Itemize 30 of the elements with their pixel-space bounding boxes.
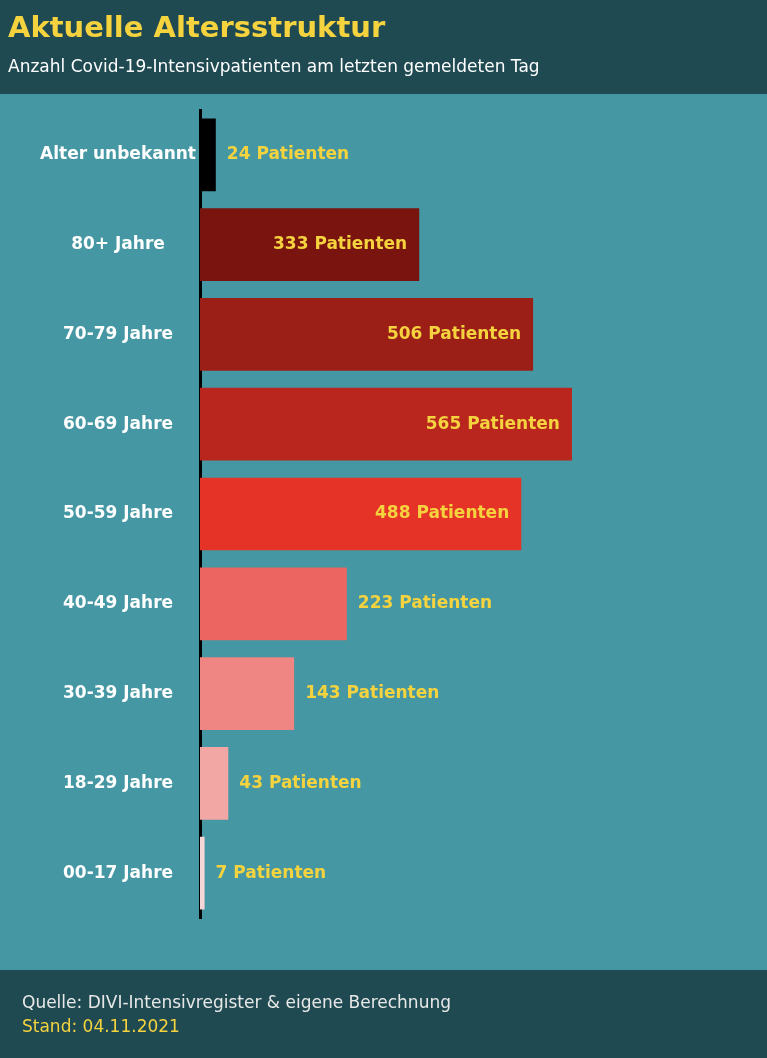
- data-label: 7 Patienten: [215, 861, 327, 882]
- bar: [200, 387, 572, 461]
- data-label: 333 Patienten: [272, 233, 408, 254]
- data-label: 24 Patienten: [226, 143, 350, 164]
- bar: [200, 477, 522, 551]
- source-note: Quelle: DIVI-Intensivregister & eigene Berechnung: [22, 991, 452, 1014]
- data-label: 565 Patienten: [425, 412, 560, 433]
- y-tick-label: 60-69 Jahre: [62, 412, 174, 433]
- bar: [200, 746, 229, 820]
- bar: [200, 208, 420, 282]
- bar: [200, 298, 534, 371]
- y-tick-label: 00-17 Jahre: [62, 861, 174, 882]
- chart-subtitle: Anzahl Covid-19-Intensivpatienten am letzten gemeldeten Tag: [8, 56, 541, 76]
- y-tick-label: 40-49 Jahre: [62, 592, 174, 613]
- y-tick-label: Alter unbekannt: [40, 143, 197, 164]
- data-label: 488 Patienten: [375, 502, 510, 523]
- data-label: 506 Patienten: [386, 322, 522, 343]
- bar: [200, 836, 205, 910]
- y-tick-label: 30-39 Jahre: [62, 681, 174, 702]
- y-tick-label: 18-29 Jahre: [62, 771, 174, 792]
- y-tick-label: 50-59 Jahre: [62, 502, 174, 523]
- data-label: 143 Patienten: [305, 681, 440, 702]
- data-label: 223 Patienten: [357, 592, 493, 613]
- y-tick-label: 80+ Jahre: [71, 233, 165, 254]
- bar: [200, 657, 295, 730]
- chart-title: Aktuelle Altersstruktur: [8, 10, 387, 44]
- bar: [200, 567, 347, 641]
- data-label: 43 Patienten: [239, 771, 362, 792]
- text: Stand: 04.11.2021: [22, 1015, 181, 1038]
- y-tick-label: 70-79 Jahre: [62, 322, 174, 343]
